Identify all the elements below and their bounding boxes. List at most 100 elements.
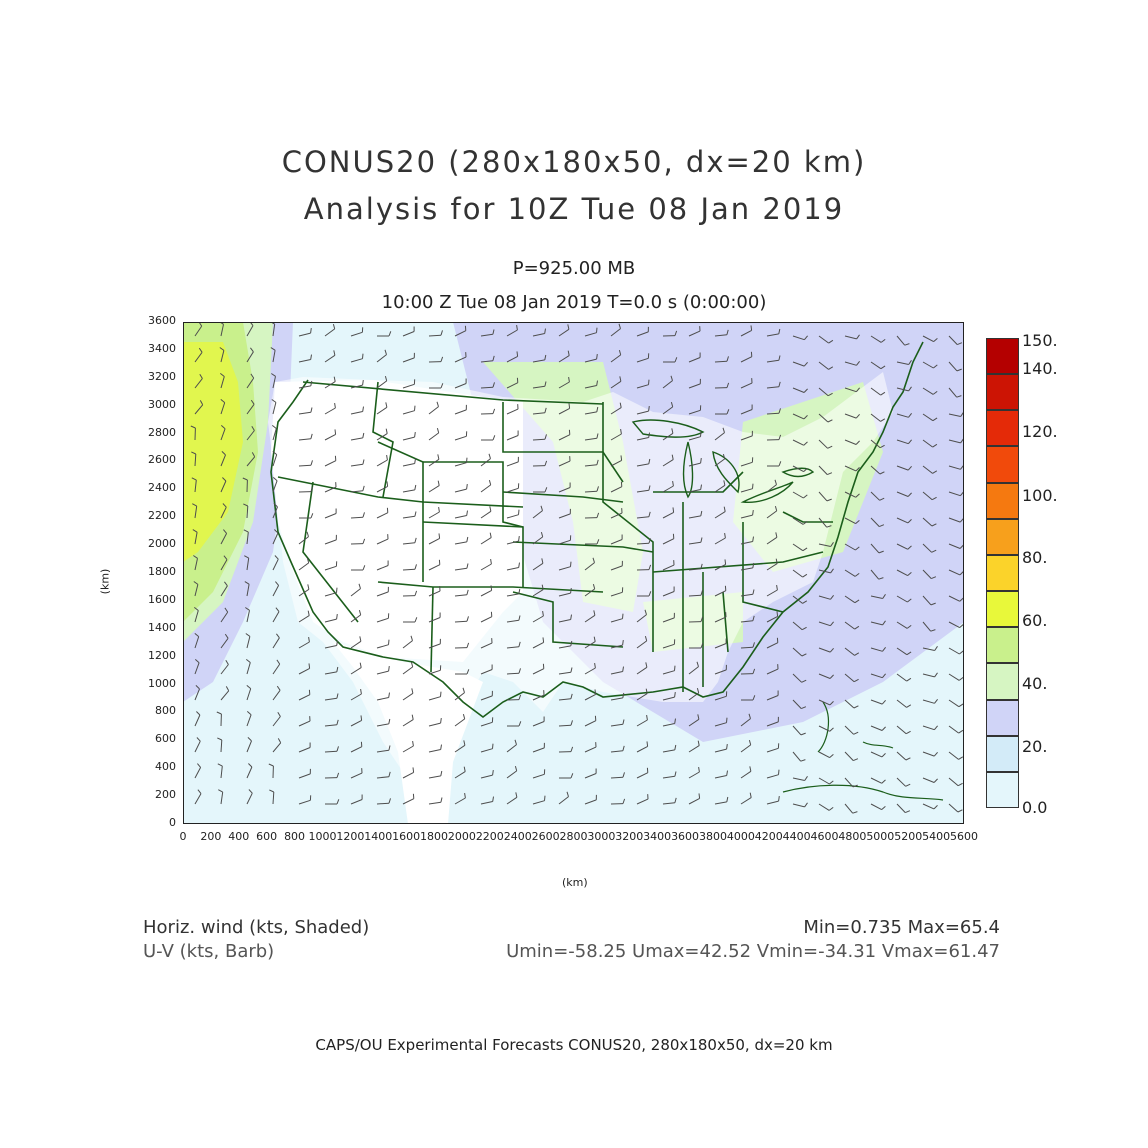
wind-map [183, 322, 964, 824]
wind-barb-flag [310, 354, 312, 360]
wind-barb-flag [191, 451, 197, 455]
wind-barb [350, 588, 361, 597]
wind-barb-flag [778, 796, 780, 802]
wind-barb [688, 771, 700, 779]
wind-barb [194, 404, 204, 415]
wind-barb [818, 673, 831, 679]
wind-barb [740, 541, 753, 545]
wind-barb-flag [827, 472, 833, 476]
wind-barb [194, 584, 199, 597]
wind-barb [246, 430, 255, 441]
wind-barb-flag [216, 711, 222, 715]
wind-barb [350, 384, 363, 389]
wind-barb-flag [958, 676, 964, 681]
wind-barb-flag [488, 479, 492, 486]
wind-barb-flag [596, 327, 598, 333]
wind-barb [714, 334, 727, 337]
wind-barb [766, 386, 779, 389]
wind-barb [922, 699, 935, 704]
wind-barb [324, 750, 338, 753]
wind-barb-flag [830, 621, 834, 627]
wind-barb [506, 408, 519, 415]
wind-barb [220, 766, 223, 779]
wind-barb [610, 354, 621, 363]
wind-barb [506, 593, 519, 597]
wind-barb-flag [308, 663, 311, 669]
wind-barb [662, 591, 675, 597]
x-tick-label: 1800 [420, 830, 449, 843]
x-tick-label: 3400 [643, 830, 672, 843]
pressure-level: P=925.00 MB [512, 258, 636, 279]
wind-barb [896, 803, 906, 813]
wind-barb-flag [880, 365, 886, 370]
wind-barb [922, 725, 935, 731]
wind-barb [584, 411, 597, 415]
wind-barb [246, 505, 249, 519]
y-tick-label: 3200 [148, 369, 176, 383]
wind-barb [948, 543, 961, 549]
wind-barb-flag [752, 589, 755, 595]
wind-barb [532, 747, 545, 753]
wind-barb-flag [932, 391, 938, 395]
wind-barb-flag [648, 511, 651, 517]
wind-barb-flag [243, 529, 249, 533]
wind-barb [870, 725, 883, 731]
wind-barb [792, 595, 803, 604]
wind-barb-flag [648, 379, 650, 385]
y-tick-labels: 0 200 400 600 800 1000 1200 1400 1600 1800 2000 220… [120, 0, 176, 1148]
wind-barb-flag [931, 523, 937, 527]
wind-barb-flag [544, 354, 547, 360]
wind-barb [220, 428, 226, 441]
wind-barb [688, 745, 700, 753]
wind-barb [454, 435, 467, 441]
wind-barb-flag [197, 789, 202, 794]
wind-barb-flag [310, 328, 312, 334]
wind-barb-flag [827, 419, 833, 423]
wind-barb [766, 412, 780, 415]
wind-barb [844, 673, 855, 683]
wind-barb-flag [414, 511, 417, 517]
wind-barb [922, 569, 932, 579]
wind-barb-flag [750, 325, 753, 331]
wind-barb-flag [518, 562, 520, 568]
wind-barb [194, 532, 198, 545]
x-tick-label: 5400 [922, 830, 951, 843]
wind-barb-flag [306, 557, 310, 564]
x-axis-unit: (km) [562, 876, 588, 889]
wind-barb-flag [878, 550, 884, 554]
wind-barb [688, 718, 700, 727]
wind-barb [636, 516, 649, 519]
wind-barb [714, 484, 726, 493]
wind-barb [922, 413, 934, 422]
wind-barb [792, 751, 802, 762]
wind-barb-flag [388, 692, 390, 698]
wind-barb [324, 486, 337, 493]
wind-barb [766, 668, 779, 675]
wind-barb-flag [246, 685, 252, 689]
wind-barb [584, 437, 597, 441]
wind-barb [714, 801, 727, 805]
wind-barb [532, 641, 544, 649]
wind-barb-flag [250, 373, 255, 379]
colorbar-label: 40. [1022, 674, 1048, 693]
wind-barb [506, 567, 519, 571]
wind-barb-flag [246, 711, 252, 716]
wind-barb-flag [933, 778, 938, 783]
wind-barb [610, 539, 623, 545]
wind-barb [766, 695, 779, 701]
wind-barb-flag [462, 687, 465, 693]
wind-barb [220, 739, 223, 753]
wind-barb [610, 486, 623, 493]
colorbar-label: 100. [1022, 486, 1058, 505]
wind-barb [948, 439, 961, 444]
wind-barb [532, 721, 545, 727]
wind-barb [714, 643, 727, 649]
wind-barb [272, 324, 276, 337]
wind-barb-flag [905, 783, 911, 787]
wind-barb [740, 620, 753, 623]
wind-barb [948, 751, 959, 760]
wind-barb-flag [696, 687, 700, 694]
wind-barb-flag [622, 772, 625, 778]
wind-barb [220, 585, 228, 597]
wind-barb [324, 354, 336, 363]
